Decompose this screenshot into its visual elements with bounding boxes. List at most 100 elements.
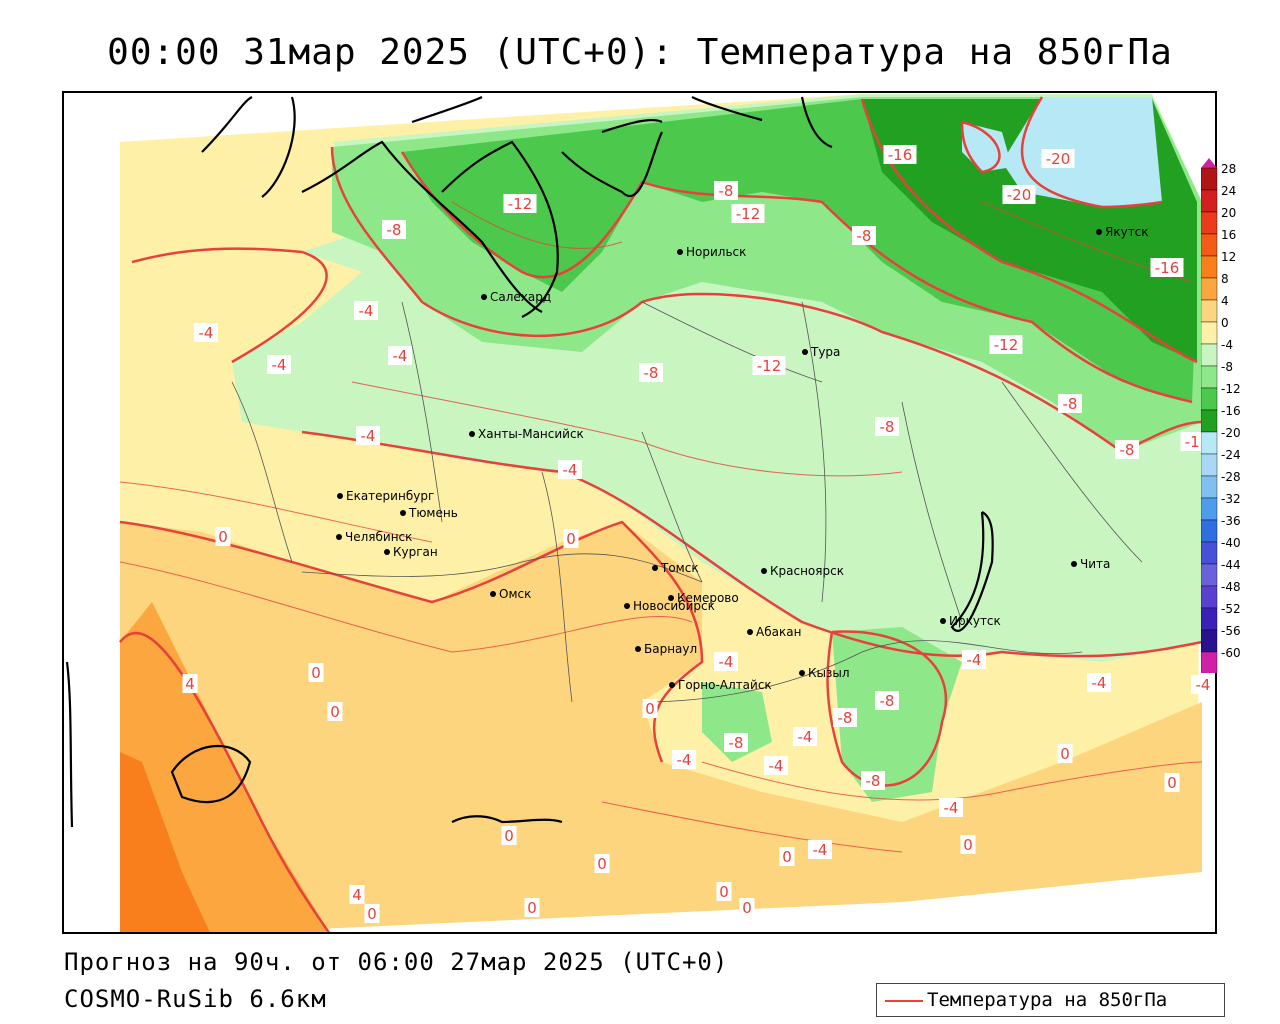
isotherm-label-box xyxy=(1057,744,1073,763)
colorbar-tick-label: 8 xyxy=(1221,272,1229,286)
isotherm-label: -4 xyxy=(393,347,408,365)
isotherm-label-box xyxy=(308,663,324,682)
colorbar-cell xyxy=(1201,255,1218,279)
city-marker[interactable] xyxy=(802,349,808,355)
isotherm-label-box xyxy=(764,756,788,775)
city-label: Барнаул xyxy=(644,642,697,656)
colorbar-tick-label: -4 xyxy=(1221,338,1233,352)
city-marker[interactable] xyxy=(761,568,767,574)
city-marker[interactable] xyxy=(469,431,475,437)
isotherm-label: 0 xyxy=(645,700,655,718)
isotherm-label-box xyxy=(672,750,696,769)
isotherm-label: -8 xyxy=(838,709,853,727)
city-label: Тюмень xyxy=(408,506,458,520)
isotherm-label: 0 xyxy=(218,528,228,546)
colorbar-cell xyxy=(1201,211,1218,235)
city-label: Томск xyxy=(660,561,699,575)
city-label: Челябинск xyxy=(345,530,412,544)
isotherm-label: 0 xyxy=(963,836,973,854)
isotherm-label: -4 xyxy=(1092,674,1107,692)
isotherm-label: -4 xyxy=(361,427,376,445)
colorbar-tick-label: -52 xyxy=(1221,602,1241,616)
isotherm-label-box xyxy=(962,650,986,669)
city-label: Курган xyxy=(393,545,438,559)
city-marker[interactable] xyxy=(1096,229,1102,235)
colorbar-tick-label: -60 xyxy=(1221,646,1241,660)
colorbar-cell xyxy=(1201,475,1218,499)
isotherm-label-box xyxy=(861,771,885,790)
city-marker[interactable] xyxy=(635,646,641,652)
city-marker[interactable] xyxy=(400,510,406,516)
colorbar-cell xyxy=(1201,321,1218,345)
city-label: Чита xyxy=(1080,557,1110,571)
isotherm-label-box xyxy=(354,301,378,320)
city-marker[interactable] xyxy=(940,618,946,624)
isotherm-label: 4 xyxy=(352,886,362,904)
colorbar-tick-label: -20 xyxy=(1221,426,1241,440)
city-marker[interactable] xyxy=(490,591,496,597)
city-marker[interactable] xyxy=(481,294,487,300)
isotherm-label-box xyxy=(724,733,748,752)
city-marker[interactable] xyxy=(668,595,674,601)
isotherm-label-box xyxy=(1002,185,1036,204)
colorbar-tick-label: 28 xyxy=(1221,162,1236,176)
city-marker[interactable] xyxy=(624,603,630,609)
colorbar-cell xyxy=(1201,365,1218,389)
colorbar-tick-label: 4 xyxy=(1221,294,1229,308)
city-label: Иркутск xyxy=(949,614,1001,628)
isotherm-label: -8 xyxy=(1120,441,1135,459)
colorbar-tick-label: -32 xyxy=(1221,492,1241,506)
city-label: Красноярск xyxy=(770,564,844,578)
isotherm-label-box xyxy=(524,898,540,917)
city-label: Омск xyxy=(499,587,531,601)
colorbar-cell xyxy=(1201,651,1218,673)
isotherm-label-box xyxy=(501,826,517,845)
isotherm-label: 0 xyxy=(504,827,514,845)
colorbar-tick-label: 12 xyxy=(1221,250,1236,264)
colorbar-cell xyxy=(1201,607,1218,631)
colorbar-tick-label: -16 xyxy=(1221,404,1241,418)
city-marker[interactable] xyxy=(652,565,658,571)
city-label: Горно-Алтайск xyxy=(678,678,772,692)
city-label: Тура xyxy=(810,345,840,359)
city-marker[interactable] xyxy=(1071,561,1077,567)
isotherm-label: -16 xyxy=(1155,259,1180,277)
colorbar-cell xyxy=(1201,189,1218,213)
city-marker[interactable] xyxy=(384,549,390,555)
isotherm-label: 0 xyxy=(566,530,576,548)
isotherm-label: 0 xyxy=(1167,774,1177,792)
isotherm-label-box xyxy=(989,335,1023,354)
colorbar-cell xyxy=(1201,343,1218,367)
isotherm-label: 0 xyxy=(782,848,792,866)
colorbar-tick-label: -56 xyxy=(1221,624,1241,638)
isotherm-label-box xyxy=(1087,673,1111,692)
isotherm-label: -4 xyxy=(677,751,692,769)
temperature-map[interactable]: -20 -16 -20 -8 -12 -12 -8 -8 -16 -4 -4 -12 -4 -12 -4 -8… xyxy=(62,91,1217,934)
city-marker[interactable] xyxy=(747,629,753,635)
isotherm-label: -8 xyxy=(644,364,659,382)
isotherm-label-box xyxy=(382,220,406,239)
colorbar-tick-label: -36 xyxy=(1221,514,1241,528)
map-canvas: -20-16-20-8-12-12-8 -8-16-4-4-12-4-12-4 -8… xyxy=(64,93,1215,932)
isotherm-label-box xyxy=(388,346,412,365)
city-marker[interactable] xyxy=(669,682,675,688)
city-marker[interactable] xyxy=(337,493,343,499)
map-legend: Температура на 850гПа xyxy=(876,983,1225,1017)
colorbar-cell xyxy=(1201,497,1218,521)
map-title: 00:00 31мар 2025 (UTC+0): Температура на… xyxy=(107,32,1173,73)
isotherm-label: -8 xyxy=(866,772,881,790)
isotherm-label: -4 xyxy=(563,461,578,479)
city-label: Норильск xyxy=(686,245,746,259)
colorbar-tick-label: 16 xyxy=(1221,228,1236,242)
isotherm-label-box xyxy=(779,847,795,866)
isotherm-label-box xyxy=(558,460,582,479)
city-marker[interactable] xyxy=(336,534,342,540)
city-marker[interactable] xyxy=(799,670,805,676)
isotherm-label-box xyxy=(833,708,857,727)
isotherm-label-box xyxy=(356,426,380,445)
isotherm-label: -4 xyxy=(719,653,734,671)
isotherm-label: -12 xyxy=(736,205,761,223)
isotherm-label: -4 xyxy=(272,356,287,374)
city-marker[interactable] xyxy=(677,249,683,255)
isotherm-label-box xyxy=(883,145,917,164)
